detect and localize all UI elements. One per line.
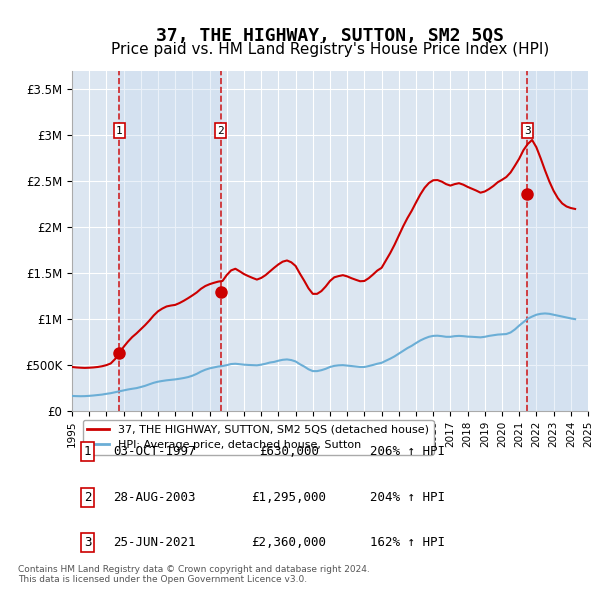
Text: 1: 1 [116,126,122,136]
Text: 162% ↑ HPI: 162% ↑ HPI [370,536,445,549]
Bar [119,71,221,411]
Bar [527,71,588,411]
Text: 1: 1 [84,445,91,458]
Text: 3: 3 [524,126,531,136]
Text: 2: 2 [84,491,91,504]
Text: Contains HM Land Registry data © Crown copyright and database right 2024.
This d: Contains HM Land Registry data © Crown c… [18,565,370,584]
Legend: 37, THE HIGHWAY, SUTTON, SM2 5QS (detached house), HPI: Average price, detached : 37, THE HIGHWAY, SUTTON, SM2 5QS (detach… [83,420,434,454]
Text: Price paid vs. HM Land Registry's House Price Index (HPI): Price paid vs. HM Land Registry's House … [111,42,549,57]
Text: 204% ↑ HPI: 204% ↑ HPI [370,491,445,504]
Text: £630,000: £630,000 [259,445,319,458]
Text: 206% ↑ HPI: 206% ↑ HPI [370,445,445,458]
Text: £2,360,000: £2,360,000 [251,536,326,549]
Text: 03-OCT-1997: 03-OCT-1997 [113,445,196,458]
Text: 28-AUG-2003: 28-AUG-2003 [113,491,196,504]
Text: 2: 2 [217,126,224,136]
Text: 3: 3 [84,536,91,549]
Text: 25-JUN-2021: 25-JUN-2021 [113,536,196,549]
Text: 37, THE HIGHWAY, SUTTON, SM2 5QS: 37, THE HIGHWAY, SUTTON, SM2 5QS [156,27,504,45]
Text: £1,295,000: £1,295,000 [251,491,326,504]
